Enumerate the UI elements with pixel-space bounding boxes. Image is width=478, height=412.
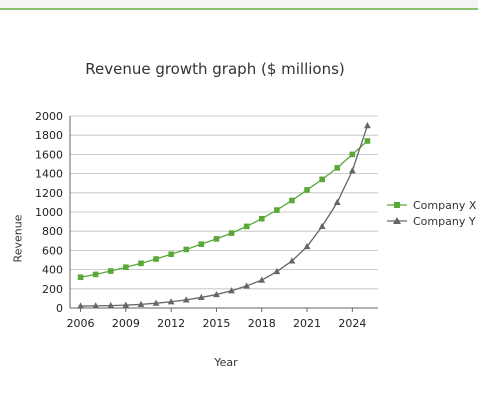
data-point-company-x-2014 bbox=[198, 241, 205, 247]
chart-frame bbox=[0, 8, 478, 412]
y-tick-label-2000: 2000 bbox=[35, 110, 63, 123]
y-tick-label-200: 200 bbox=[42, 283, 63, 296]
legend-swatch-company-y bbox=[387, 217, 407, 224]
x-tick-label-2018: 2018 bbox=[248, 317, 276, 330]
x-tick-label-2009: 2009 bbox=[112, 317, 140, 330]
y-tick-label-1400: 1400 bbox=[35, 168, 63, 181]
data-point-company-x-2020 bbox=[289, 197, 295, 204]
data-point-company-y-2008 bbox=[107, 302, 115, 309]
data-point-company-x-2015 bbox=[213, 236, 220, 242]
chart-title: Revenue growth graph ($ millions) bbox=[85, 60, 345, 78]
data-point-company-y-2017 bbox=[243, 282, 251, 289]
legend-label-company-y: Company Y bbox=[413, 214, 476, 228]
y-tick-label-400: 400 bbox=[42, 264, 63, 277]
data-point-company-x-2024 bbox=[349, 151, 356, 158]
x-tick-label-2021: 2021 bbox=[293, 317, 321, 330]
data-point-company-x-2016 bbox=[228, 230, 235, 236]
x-tick-label-2012: 2012 bbox=[157, 317, 185, 330]
data-point-company-x-2023 bbox=[334, 165, 341, 171]
data-point-company-x-2017 bbox=[243, 223, 250, 230]
data-point-company-x-2010 bbox=[138, 260, 144, 267]
data-point-company-y-2011 bbox=[152, 299, 160, 306]
y-tick-label-0: 0 bbox=[56, 302, 63, 315]
y-tick-label-600: 600 bbox=[42, 244, 63, 257]
y-tick-label-800: 800 bbox=[42, 225, 63, 238]
data-point-company-y-2022 bbox=[318, 222, 326, 229]
data-point-company-x-2025 bbox=[364, 138, 371, 144]
legend-swatch-company-x bbox=[387, 202, 407, 208]
data-point-company-x-2018 bbox=[258, 215, 265, 222]
x-tick-label-2024: 2024 bbox=[338, 317, 366, 330]
data-point-company-y-2024 bbox=[348, 167, 356, 174]
data-point-company-y-2010 bbox=[137, 300, 145, 307]
y-tick-label-1000: 1000 bbox=[35, 206, 63, 219]
legend: Company X Company Y bbox=[387, 197, 476, 229]
legend-item-company-y: Company Y bbox=[387, 213, 476, 229]
data-point-company-x-2021 bbox=[304, 187, 310, 193]
data-point-company-x-2011 bbox=[153, 256, 159, 262]
y-tick-label-1200: 1200 bbox=[35, 187, 63, 200]
data-point-company-x-2007 bbox=[92, 271, 99, 278]
y-tick-label-1600: 1600 bbox=[35, 148, 63, 161]
data-point-company-x-2009 bbox=[123, 264, 129, 270]
data-point-company-y-2019 bbox=[273, 267, 281, 275]
data-point-company-y-2014 bbox=[197, 293, 205, 301]
data-point-company-x-2006 bbox=[77, 274, 84, 281]
series-line-company-x bbox=[80, 140, 368, 278]
data-point-company-y-2020 bbox=[288, 257, 296, 264]
data-point-company-y-2007 bbox=[92, 302, 100, 309]
data-point-company-y-2015 bbox=[213, 290, 220, 298]
data-point-company-y-2009 bbox=[122, 301, 130, 308]
data-point-company-x-2022 bbox=[319, 176, 325, 183]
data-point-company-x-2019 bbox=[274, 207, 280, 213]
data-point-company-x-2013 bbox=[183, 246, 190, 253]
data-point-company-y-2023 bbox=[333, 198, 341, 205]
data-point-company-y-2016 bbox=[228, 287, 235, 294]
x-axis-label: Year bbox=[214, 356, 238, 369]
data-point-company-y-2013 bbox=[182, 296, 190, 303]
y-tick-label-1800: 1800 bbox=[35, 129, 63, 142]
data-point-company-y-2012 bbox=[167, 298, 175, 305]
data-point-company-x-2008 bbox=[107, 268, 114, 274]
data-point-company-y-2018 bbox=[258, 276, 266, 283]
data-point-company-y-2006 bbox=[77, 302, 84, 309]
x-tick-label-2015: 2015 bbox=[202, 317, 230, 330]
legend-label-company-x: Company X bbox=[413, 198, 477, 212]
legend-item-company-x: Company X bbox=[387, 197, 476, 213]
data-point-company-x-2012 bbox=[168, 251, 174, 258]
data-point-company-y-2025 bbox=[364, 122, 371, 129]
series-line-company-y bbox=[80, 125, 369, 307]
data-point-company-y-2021 bbox=[303, 242, 311, 250]
x-tick-label-2006: 2006 bbox=[67, 317, 95, 330]
